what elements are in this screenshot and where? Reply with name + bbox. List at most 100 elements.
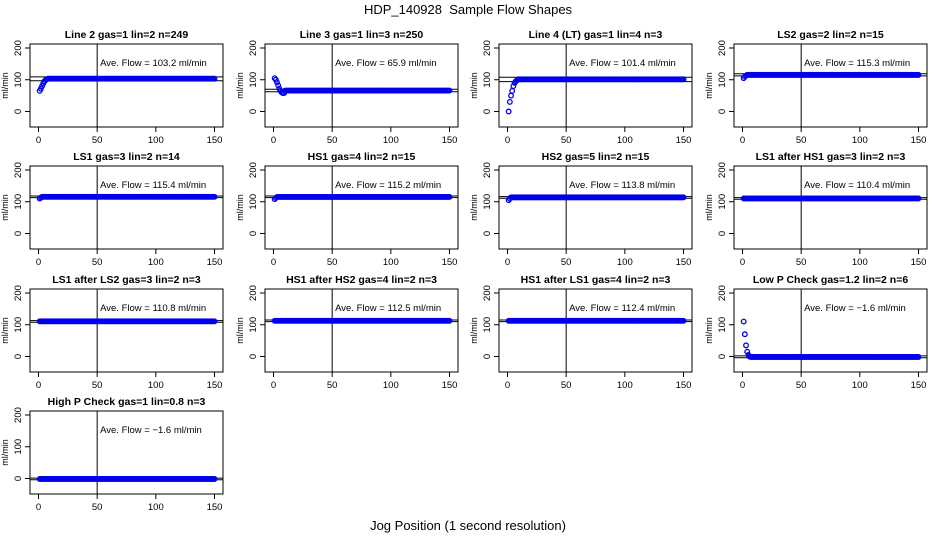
flow-annotation: Ave. Flow = −1.6 ml/min [100, 425, 202, 436]
plot-frame [498, 165, 693, 250]
x-tick-label: 50 [796, 257, 807, 268]
flow-annotation: Ave. Flow = 103.2 ml/min [100, 58, 207, 69]
y-tick-label: 100 [13, 194, 24, 210]
y-tick-label: 0 [717, 109, 728, 114]
data-point [508, 92, 514, 99]
flow-annotation: Ave. Flow = 115.3 ml/min [804, 58, 910, 69]
y-tick-label: 100 [248, 317, 259, 333]
x-tick-label: 150 [911, 135, 927, 146]
data-point [680, 317, 687, 324]
x-tick-label: 100 [148, 380, 164, 391]
flow-annotation: Ave. Flow = 112.4 ml/min [569, 303, 675, 314]
y-tick-label: 200 [13, 407, 24, 423]
x-tick-label: 0 [36, 257, 41, 268]
y-tick-label: 0 [13, 231, 24, 236]
plot-frame [264, 165, 459, 250]
panel-1: Line 2 gas=1 lin=2 n=249 0 100 200 ml/min 0 50… [0, 29, 224, 146]
y-tick-label: 100 [13, 317, 24, 333]
data-point [211, 318, 218, 325]
x-tick-label: 100 [383, 257, 399, 268]
y-tick-label: 0 [482, 109, 493, 114]
panel-3: Line 4 (LT) gas=1 lin=4 n=3 0 100 200 ml/min… [469, 29, 693, 146]
plot-frame [29, 288, 224, 373]
y-tick-label: 200 [248, 40, 259, 56]
x-tick-label: 0 [505, 257, 510, 268]
y-tick-label: 100 [482, 194, 493, 210]
panel-6: HS1 gas=4 lin=2 n=15 0 100 200 ml/min 0 50 100 1… [235, 151, 459, 268]
y-tick-label: 100 [717, 194, 728, 210]
y-tick-label: 0 [482, 231, 493, 236]
data-point [740, 318, 747, 325]
x-tick-label: 100 [148, 502, 164, 513]
y-axis-label: ml/min [0, 72, 10, 99]
y-axis-label: ml/min [469, 194, 479, 221]
data-point [211, 75, 218, 82]
data-point [506, 99, 513, 105]
y-axis-label: ml/min [235, 72, 245, 99]
x-tick-label: 0 [740, 257, 745, 268]
x-tick-label: 50 [92, 380, 103, 391]
flow-annotation: Ave. Flow = 115.4 ml/min [100, 180, 206, 191]
plot-frame [264, 288, 459, 373]
panel-title: Line 4 (LT) gas=1 lin=4 n=3 [529, 29, 663, 41]
data-point [505, 108, 512, 115]
x-tick-label: 100 [617, 380, 633, 391]
data-point [743, 342, 749, 349]
plot-frame [264, 43, 459, 128]
flow-annotation: Ave. Flow = 110.8 ml/min [100, 303, 206, 314]
y-tick-label: 0 [13, 109, 24, 114]
panel-title: HS1 after LS1 gas=4 lin=2 n=3 [521, 274, 671, 286]
data-point [446, 317, 453, 324]
data-point [915, 354, 922, 360]
panel-title: Low P Check gas=1.2 lin=2 n=6 [753, 274, 908, 286]
x-tick-label: 50 [92, 257, 103, 268]
data-point [211, 193, 218, 200]
x-tick-label: 150 [207, 380, 223, 391]
plot-frame [733, 43, 928, 128]
y-axis-label: ml/min [704, 72, 714, 99]
x-tick-label: 50 [796, 380, 807, 391]
y-axis-label: ml/min [235, 317, 245, 344]
y-tick-label: 0 [717, 231, 728, 236]
panel-title: LS1 gas=3 lin=2 n=14 [73, 151, 180, 163]
panel-title: HS1 after HS2 gas=4 lin=2 n=3 [286, 274, 437, 286]
y-tick-label: 0 [248, 109, 259, 114]
panel-title: Line 3 gas=1 lin=3 n=250 [300, 29, 424, 41]
panel-title: Line 2 gas=1 lin=2 n=249 [65, 29, 189, 41]
y-tick-label: 200 [717, 40, 728, 56]
x-tick-label: 100 [148, 257, 164, 268]
x-tick-label: 150 [676, 257, 692, 268]
y-tick-label: 0 [248, 231, 259, 236]
y-tick-label: 200 [13, 285, 24, 301]
x-tick-label: 50 [561, 257, 572, 268]
x-tick-label: 150 [207, 257, 223, 268]
x-tick-label: 0 [505, 135, 510, 146]
y-tick-label: 0 [13, 354, 24, 359]
x-tick-label: 100 [383, 380, 399, 391]
x-tick-label: 50 [327, 135, 338, 146]
x-tick-label: 50 [327, 257, 338, 268]
y-axis-label: ml/min [0, 317, 10, 344]
flow-annotation: Ave. Flow = 101.4 ml/min [569, 58, 676, 69]
y-tick-label: 100 [482, 317, 493, 333]
data-point [446, 87, 453, 94]
data-point [509, 87, 516, 94]
flow-annotation: Ave. Flow = 65.9 ml/min [335, 58, 436, 69]
x-tick-label: 150 [207, 135, 223, 146]
flow-annotation: Ave. Flow = 110.4 ml/min [804, 180, 910, 191]
data-point [744, 348, 751, 355]
x-tick-label: 50 [327, 380, 338, 391]
data-point [211, 476, 218, 482]
x-tick-label: 100 [148, 135, 164, 146]
y-axis-label: ml/min [0, 194, 10, 221]
y-tick-label: 200 [482, 285, 493, 301]
x-tick-label: 0 [271, 135, 276, 146]
plot-frame [498, 43, 693, 128]
x-tick-label: 50 [92, 135, 103, 146]
x-tick-label: 150 [911, 380, 927, 391]
x-tick-label: 150 [676, 135, 692, 146]
x-tick-label: 0 [36, 135, 41, 146]
panel-title: HS1 gas=4 lin=2 n=15 [308, 151, 416, 163]
x-tick-label: 0 [740, 135, 745, 146]
y-tick-label: 0 [248, 354, 259, 359]
